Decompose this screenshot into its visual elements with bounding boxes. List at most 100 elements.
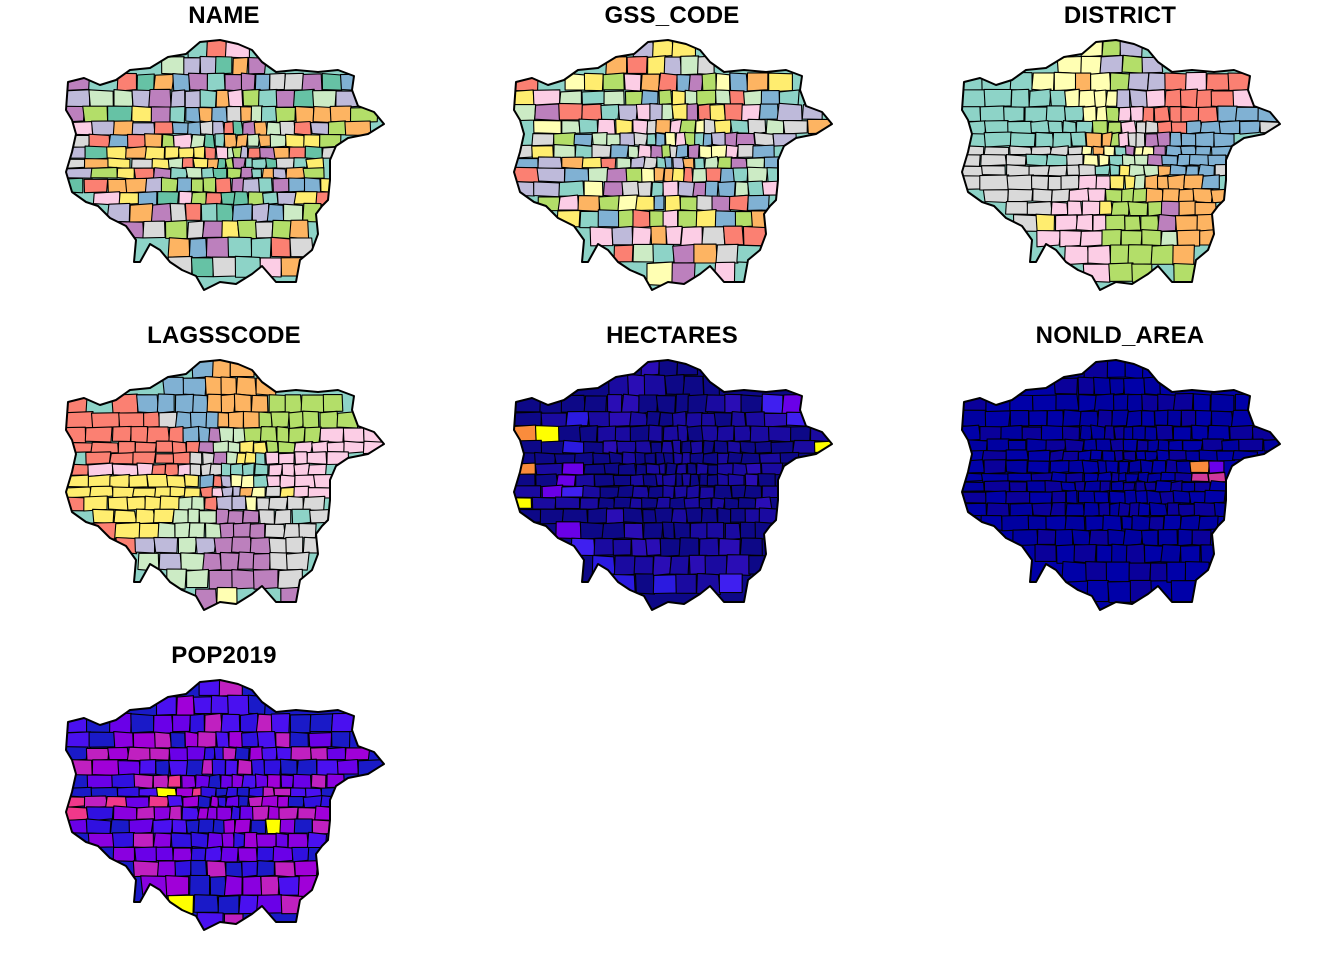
ward-polygon xyxy=(514,473,536,488)
ward-polygon xyxy=(1062,120,1077,134)
ward-polygon xyxy=(736,244,765,264)
ward-polygon xyxy=(1160,200,1180,217)
ward-polygon xyxy=(134,537,156,554)
ward-polygon xyxy=(169,731,186,749)
ward-polygon xyxy=(1185,450,1201,462)
ward-polygon xyxy=(1172,426,1192,441)
ward-polygon xyxy=(1157,393,1176,412)
ward-polygon xyxy=(1088,529,1110,546)
ward-polygon xyxy=(1097,459,1108,475)
ward-polygon xyxy=(1169,131,1183,148)
ward-polygon xyxy=(1045,515,1068,532)
ward-polygon xyxy=(1201,438,1225,452)
ward-polygon xyxy=(268,394,288,413)
ward-polygon xyxy=(1127,244,1153,265)
ward-polygon xyxy=(730,411,747,428)
ward-polygon xyxy=(153,508,175,524)
ward-polygon xyxy=(627,373,646,397)
ward-polygon xyxy=(197,441,216,454)
ward-polygon xyxy=(653,195,665,211)
ward-polygon xyxy=(573,133,593,147)
ward-polygon xyxy=(247,694,267,715)
ward-polygon xyxy=(190,847,207,862)
panel-title: DISTRICT xyxy=(1063,2,1177,29)
ward-polygon xyxy=(228,730,244,749)
ward-polygon xyxy=(267,805,281,822)
ward-polygon xyxy=(275,157,295,170)
ward-polygon xyxy=(1096,409,1114,428)
ward-polygon xyxy=(1109,163,1121,176)
ward-polygon xyxy=(197,731,217,749)
ward-polygon xyxy=(281,463,296,477)
ward-polygon xyxy=(1026,201,1053,216)
ward-polygon xyxy=(606,393,623,414)
ward-polygon xyxy=(224,73,244,92)
ward-polygon xyxy=(132,487,157,498)
ward-polygon xyxy=(1060,174,1080,191)
ward-polygon xyxy=(710,131,726,147)
ward-polygon xyxy=(244,451,257,464)
ward-polygon xyxy=(688,74,704,93)
ward-polygon xyxy=(293,818,313,834)
ward-polygon xyxy=(536,167,566,183)
ward-polygon xyxy=(107,157,131,170)
ward-polygon xyxy=(199,473,215,489)
ward-polygon xyxy=(664,131,677,147)
ward-polygon xyxy=(655,132,666,147)
ward-polygon xyxy=(206,831,224,849)
ward-polygon xyxy=(176,177,193,193)
ward-polygon xyxy=(128,818,154,835)
ward-polygon xyxy=(696,89,717,106)
ward-polygon xyxy=(1131,514,1151,532)
ward-polygon xyxy=(1030,145,1053,156)
ward-polygon xyxy=(192,696,214,715)
ward-polygon xyxy=(985,490,1008,505)
ward-polygon xyxy=(133,773,154,789)
ward-polygon xyxy=(1157,529,1179,546)
ward-polygon xyxy=(308,732,333,748)
ward-polygon xyxy=(1109,72,1130,91)
ward-polygon xyxy=(1005,459,1028,475)
ward-polygon xyxy=(1005,449,1029,461)
ward-polygon xyxy=(689,522,709,541)
ward-polygon xyxy=(671,103,689,121)
ward-polygon xyxy=(227,88,244,109)
ward-polygon xyxy=(220,713,241,734)
ward-polygon xyxy=(647,424,663,443)
ward-polygon xyxy=(575,473,595,488)
ward-polygon xyxy=(277,440,296,454)
ward-polygon xyxy=(171,818,188,834)
ward-polygon xyxy=(1049,89,1067,109)
ward-polygon xyxy=(962,165,984,178)
ward-polygon xyxy=(650,441,663,455)
ward-polygon xyxy=(1121,515,1133,531)
ward-polygon xyxy=(154,731,173,749)
ward-polygon xyxy=(592,452,611,465)
ward-polygon xyxy=(1144,481,1157,492)
ward-polygon xyxy=(615,118,633,135)
ward-polygon xyxy=(1180,409,1197,427)
ward-polygon xyxy=(1068,187,1090,203)
ward-polygon xyxy=(250,237,272,259)
ward-polygon xyxy=(1169,106,1183,124)
ward-polygon xyxy=(1007,472,1033,483)
ward-polygon xyxy=(232,120,244,136)
ward-polygon xyxy=(266,774,281,789)
ward-polygon xyxy=(540,412,568,428)
ward-polygon xyxy=(107,105,133,123)
ward-polygon xyxy=(170,89,186,109)
ward-polygon xyxy=(1234,106,1260,122)
ward-polygon xyxy=(258,411,273,429)
ward-polygon xyxy=(200,202,219,223)
ward-polygon xyxy=(188,237,208,259)
ward-polygon xyxy=(630,156,646,169)
ward-polygon xyxy=(582,484,602,499)
ward-polygon xyxy=(184,202,202,221)
ward-polygon xyxy=(1145,187,1165,204)
ward-polygon xyxy=(152,832,172,849)
ward-polygon xyxy=(107,746,130,761)
ward-polygon xyxy=(185,759,204,777)
ward-polygon xyxy=(770,440,794,454)
ward-polygon xyxy=(652,243,675,264)
ward-polygon xyxy=(215,495,234,512)
